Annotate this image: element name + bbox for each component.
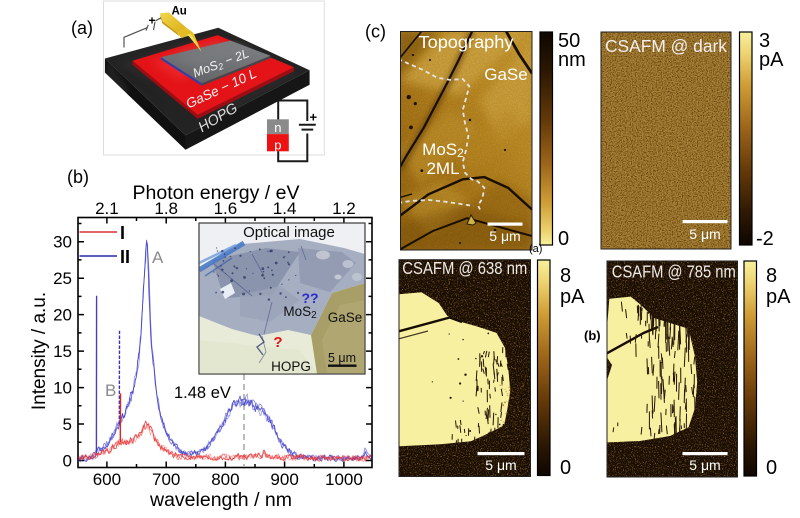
svg-text:?: ? [273,334,282,351]
svg-text:1.48 eV: 1.48 eV [174,384,231,402]
svg-text:8: 8 [560,265,571,287]
svg-text:pA: pA [766,286,791,308]
svg-text:(b): (b) [67,167,89,187]
svg-text:HOPG: HOPG [271,359,311,374]
svg-text:pA: pA [560,286,585,308]
svg-text:MoS2: MoS2 [283,304,317,321]
svg-text:Optical image: Optical image [243,224,335,241]
svg-text:GaSe: GaSe [484,65,527,84]
svg-text:wavelength / nm: wavelength / nm [149,489,292,511]
svg-text:5: 5 [63,415,72,434]
svg-text:CSAFM @ 785 nm: CSAFM @ 785 nm [612,262,736,282]
svg-text:Photon energy / eV: Photon energy / eV [133,182,300,204]
svg-text:600: 600 [93,470,121,489]
svg-text:1.8: 1.8 [154,199,178,218]
svg-text:(c): (c) [365,22,386,42]
svg-text:50: 50 [558,30,580,52]
svg-text:Topography: Topography [419,32,514,52]
svg-text:1.2: 1.2 [332,199,356,218]
svg-text:0: 0 [560,457,571,479]
svg-text:+: + [149,14,156,28]
svg-text:15: 15 [53,342,72,361]
svg-text:MoS2: MoS2 [422,140,464,160]
svg-text:1000: 1000 [325,470,363,489]
svg-text:A: A [152,248,164,267]
svg-text:0: 0 [558,228,569,250]
svg-text:2ML: 2ML [426,159,459,178]
svg-text:GaSe: GaSe [328,310,363,325]
svg-text:900: 900 [270,470,298,489]
svg-text:CSAFM @ dark: CSAFM @ dark [605,36,727,56]
svg-text:8: 8 [766,265,777,287]
svg-text:5 μm: 5 μm [689,457,720,473]
svg-text:3: 3 [759,30,770,52]
svg-text:??: ?? [301,290,318,306]
svg-text:1.6: 1.6 [214,199,238,218]
svg-text:5 μm: 5 μm [485,457,516,473]
svg-text:n: n [274,120,281,135]
svg-text:20: 20 [53,306,72,325]
svg-text:0: 0 [766,457,777,479]
svg-text:5 μm: 5 μm [489,228,520,244]
svg-text:700: 700 [152,470,180,489]
svg-text:10: 10 [53,379,72,398]
svg-text:-2: -2 [756,228,774,250]
svg-text:1.4: 1.4 [273,199,297,218]
svg-text:+: + [310,110,318,125]
svg-text:Intensity / a.u.: Intensity / a.u. [29,292,50,410]
svg-text:(b): (b) [584,328,601,343]
svg-text:30: 30 [53,233,72,252]
svg-text:25: 25 [53,269,72,288]
svg-text:nm: nm [558,49,586,71]
svg-text:0: 0 [63,452,72,471]
svg-text:II: II [120,247,130,267]
svg-text:p: p [274,138,281,153]
svg-text:B: B [105,381,116,400]
svg-text:800: 800 [211,470,239,489]
svg-text:2.1: 2.1 [95,199,119,218]
svg-text:pA: pA [759,49,784,71]
svg-text:Au: Au [172,5,187,17]
svg-text:(a): (a) [529,243,542,255]
svg-text:5 μm: 5 μm [328,351,356,365]
svg-text:5 μm: 5 μm [689,226,720,242]
svg-text:(a): (a) [71,18,93,38]
svg-text:CSAFM @ 638 nm: CSAFM @ 638 nm [402,258,527,278]
svg-text:I: I [120,223,125,243]
